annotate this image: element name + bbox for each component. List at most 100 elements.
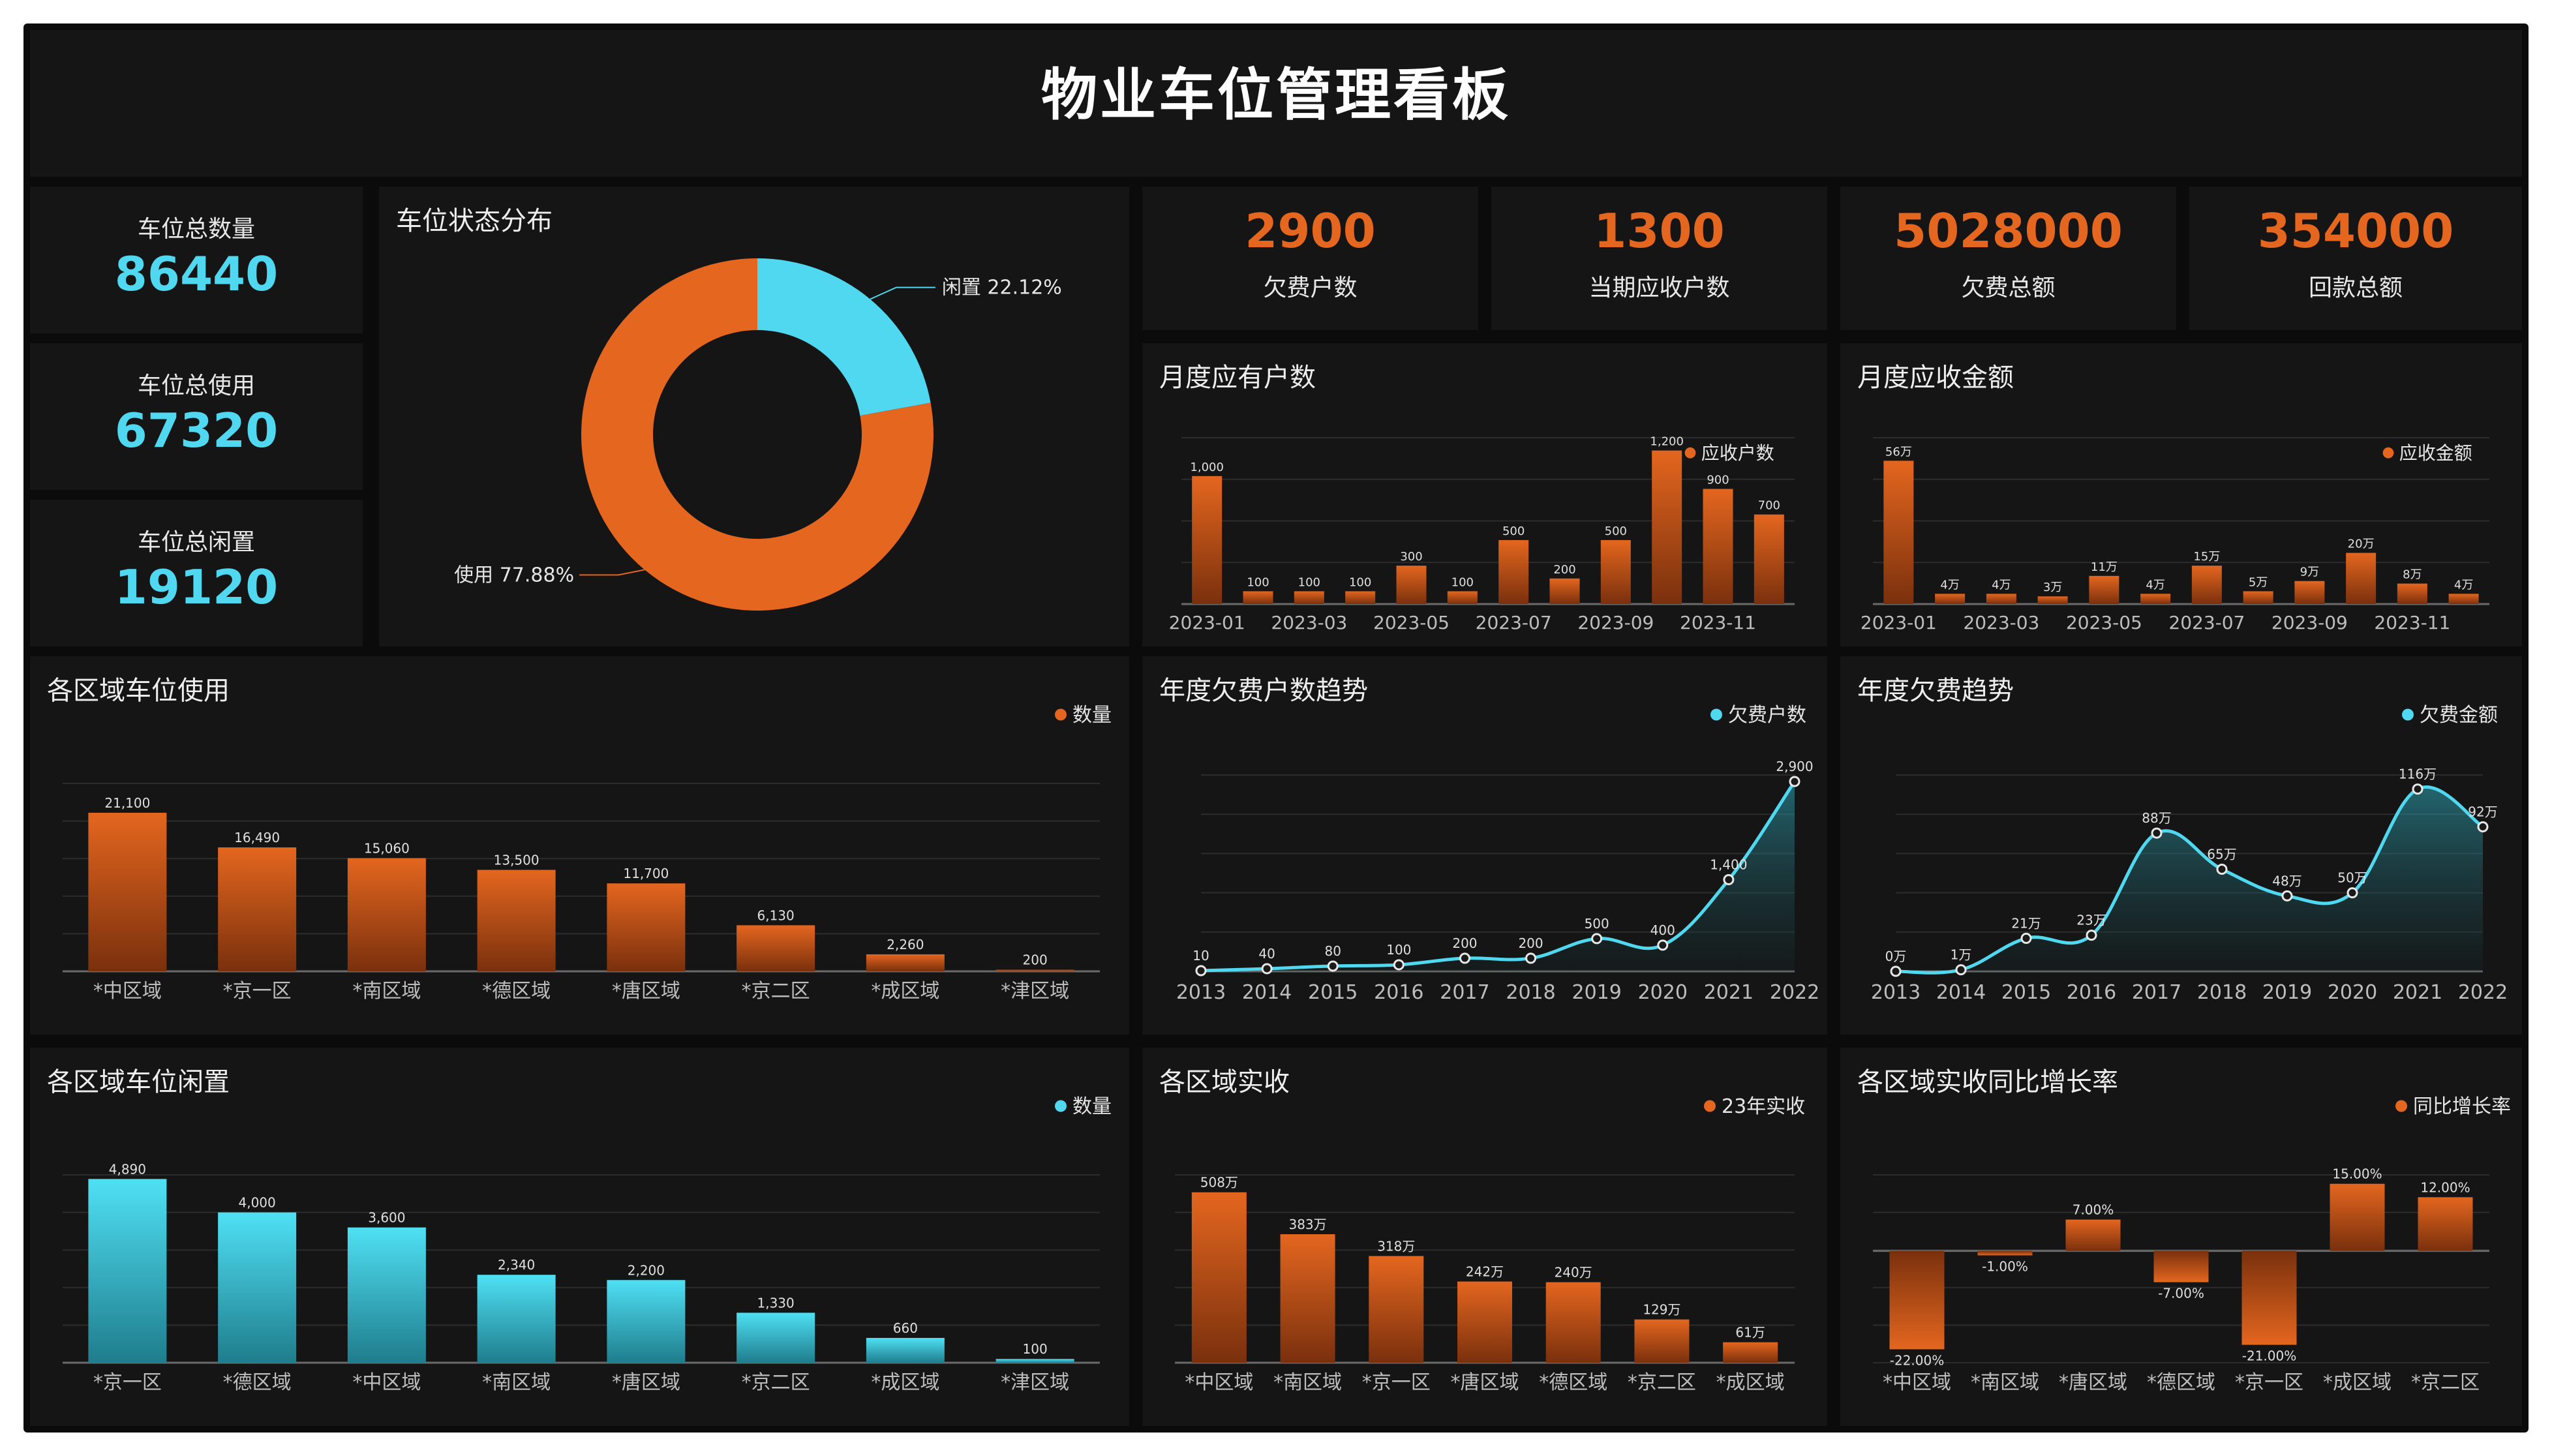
bar-value-label: 1,330 (757, 1295, 794, 1311)
point-value-label: 1,400 (1710, 857, 1747, 873)
x-tick-label: 2020 (2328, 981, 2377, 1004)
x-tick-label: *京二区 (2411, 1371, 2480, 1394)
bar-value-label: 4万 (2146, 578, 2165, 592)
legend-label: 数量 (1072, 1095, 1112, 1118)
legend-marker (2402, 708, 2414, 721)
point-value-label: 48万 (2272, 873, 2301, 888)
bar-value-label: 4万 (1940, 578, 1959, 592)
data-point (1327, 960, 1339, 972)
legend-marker (1055, 708, 1067, 721)
kpi-value: 5028000 (1894, 204, 2123, 258)
bar-value-label: 4,000 (238, 1195, 275, 1211)
point-value-label: 200 (1518, 935, 1543, 951)
data-point (2477, 821, 2489, 832)
x-tick-label: 2017 (2132, 981, 2181, 1004)
bar-value-label: 100 (1247, 575, 1269, 589)
x-tick-label: 2023-03 (1271, 612, 1347, 633)
donut-label: 使用 77.88% (454, 564, 574, 586)
kpi-label: 车位总数量 (137, 216, 255, 243)
legend-label: 欠费户数 (1728, 704, 1806, 727)
x-tick-label: 2023-01 (1861, 612, 1937, 633)
bar (1986, 594, 2016, 604)
point-value-label: 100 (1386, 942, 1411, 958)
kpi-card-arrears-total: 5028000 欠费总额 (1840, 187, 2176, 330)
bar-value-label: 129万 (1643, 1302, 1680, 1318)
kpi-value: 67320 (114, 403, 279, 458)
bar (1457, 1281, 1512, 1363)
kpi-card-used: 车位总使用 67320 (30, 343, 363, 490)
bar-value-label: 200 (1023, 952, 1048, 968)
bar (1191, 1192, 1247, 1363)
x-tick-label: *京二区 (742, 1371, 810, 1394)
legend-label: 应收金额 (2399, 442, 2472, 464)
bar-value-label: 318万 (1377, 1238, 1415, 1254)
panel-status: 车位状态分布 闲置 22.12% 使用 77.88% (379, 187, 1129, 646)
dashboard-frame: 物业车位管理看板 车位总数量 86440 车位总使用 67320 车位总闲置 1… (23, 23, 2529, 1433)
region-received-bar-chart: 508万 *中区域 383万 *南区域 318万 *京一区 242万 *唐区域 240万 *德区域… (1175, 1095, 1805, 1394)
x-tick-label: *成区域 (871, 1371, 939, 1394)
bar-value-label: 61万 (1735, 1325, 1765, 1341)
region-usage-bar-chart: 21,100 *中区域 16,490 *京一区 15,060 *南区域 13,500 *德区域… (63, 704, 1112, 1003)
bar (1243, 591, 1273, 604)
data-point (1393, 959, 1405, 971)
kpi-value: 2900 (1245, 204, 1376, 258)
point-value-label: 10 (1192, 948, 1209, 963)
bar (2330, 1183, 2385, 1251)
point-value-label: 23万 (2076, 913, 2106, 928)
bar (1498, 539, 1529, 604)
x-tick-label: 2013 (1871, 981, 1921, 1004)
title-bar: 物业车位管理看板 (30, 30, 2522, 177)
bar-value-label: 8万 (2403, 568, 2422, 582)
x-tick-label: 2014 (1936, 981, 1986, 1004)
yearly-arrears-area-chart: 0万 2013 1万 2014 21万 2015 23万 2016 88万 2017 65万 2018… (1871, 704, 2508, 1004)
panel-monthly-amount: 月度应收金额 56万 2023-01 4万 4万 2023-03 3万 11万 2023-05… (1840, 343, 2522, 646)
bar-value-label: -22.00% (1890, 1352, 1944, 1368)
point-value-label: 21万 (2011, 915, 2041, 931)
kpi-value: 19120 (114, 560, 279, 614)
kpi-card-receivable-households: 1300 当期应收户数 (1491, 187, 1827, 330)
x-tick-label: 2023-05 (2066, 612, 2142, 633)
point-value-label: 500 (1585, 916, 1609, 932)
legend-marker (1704, 1100, 1716, 1112)
data-point (1890, 965, 1902, 977)
bar (2397, 583, 2427, 604)
legend-marker (2382, 447, 2394, 459)
point-value-label: 2,900 (1776, 759, 1813, 774)
point-value-label: 50万 (2337, 870, 2367, 886)
x-tick-label: *成区域 (1716, 1371, 1785, 1394)
bar (88, 1179, 167, 1363)
bar (2089, 575, 2119, 604)
bar (737, 1312, 815, 1363)
data-point (1591, 933, 1603, 945)
donut-slice (581, 258, 934, 611)
legend-marker (1710, 708, 1722, 721)
x-tick-label: *南区域 (352, 980, 421, 1003)
data-point (1525, 952, 1537, 964)
data-point (1789, 776, 1800, 787)
kpi-label: 欠费总额 (1961, 275, 2056, 301)
monthly-households-bar-chart: 1,000 2023-01 100 100 2023-03 100 300 2023-05 10… (1169, 435, 1795, 633)
panel-yearly-arrears-households: 年度欠费户数趋势 10 2013 40 2014 80 2015 100 2016 200 201… (1142, 656, 1827, 1035)
legend-label: 数量 (1072, 704, 1112, 727)
x-tick-label: *京二区 (742, 980, 810, 1003)
x-tick-label: 2015 (2001, 981, 2051, 1004)
data-point (1261, 963, 1273, 975)
kpi-value: 86440 (114, 247, 279, 301)
bar (2294, 581, 2325, 604)
bar (1652, 450, 1682, 604)
area-fill (1201, 781, 1795, 971)
legend-label: 应收户数 (1701, 442, 1774, 464)
bar-value-label: 7.00% (2073, 1202, 2114, 1218)
panel-monthly-households: 月度应有户数 1,000 2023-01 100 100 2023-03 100 300 20… (1142, 343, 1827, 646)
panel-title: 月度应有户数 (1159, 363, 1316, 393)
bar (866, 954, 945, 971)
x-tick-label: 2016 (1374, 981, 1423, 1004)
monthly-amount-bar-chart: 56万 2023-01 4万 4万 2023-03 3万 11万 2023-05 4万 15万 20… (1861, 437, 2489, 633)
bar (347, 858, 426, 971)
x-tick-label: 2023-01 (1169, 612, 1245, 633)
x-tick-label: *中区域 (1185, 1371, 1253, 1394)
x-tick-label: *成区域 (871, 980, 939, 1003)
bar-value-label: 3,600 (368, 1210, 405, 1226)
bar-value-label: 500 (1605, 524, 1627, 538)
bar (1549, 578, 1580, 604)
